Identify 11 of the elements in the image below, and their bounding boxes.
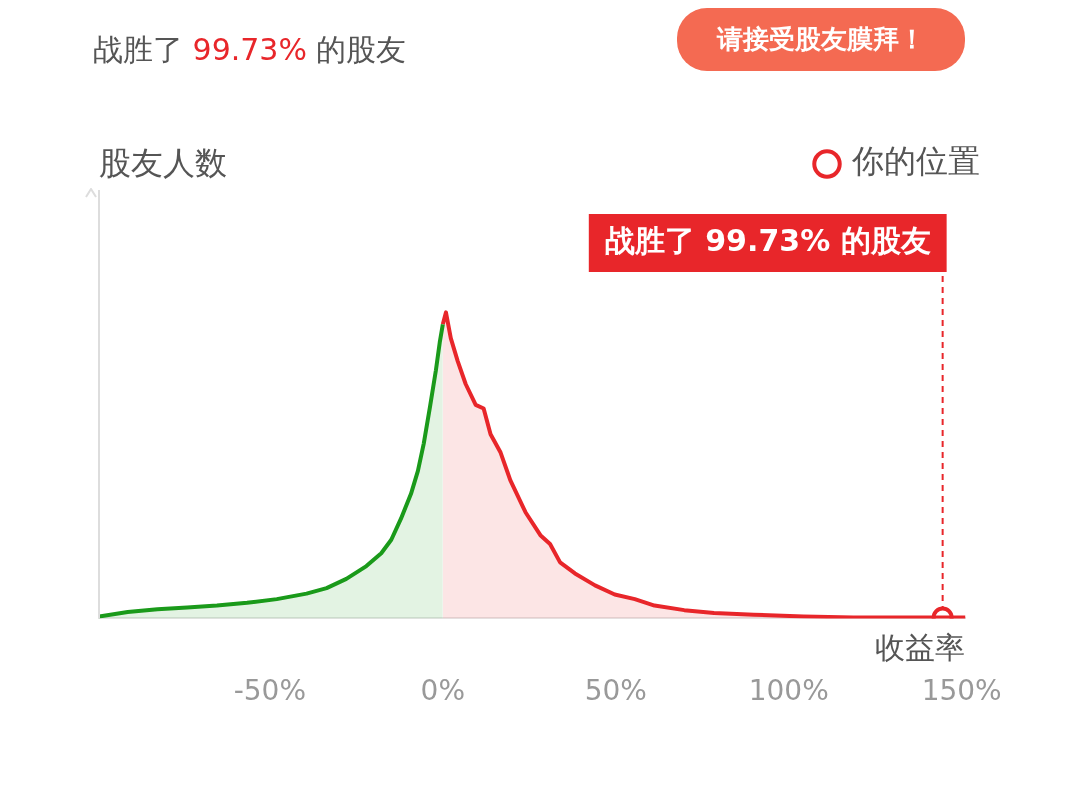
- x-axis-title: 收益率: [875, 630, 966, 666]
- x-tick-label: 150%: [921, 674, 1002, 708]
- x-tick-label: 50%: [584, 674, 647, 708]
- x-tick-label: -50%: [233, 674, 307, 708]
- chart-title: 战胜了 99.73% 的股友: [93, 31, 407, 69]
- legend-label: 你的位置: [851, 142, 980, 181]
- x-tick-label: 0%: [420, 674, 466, 708]
- x-tick-label: 100%: [748, 674, 829, 708]
- y-axis-title: 股友人数: [99, 144, 227, 182]
- text: 请接受股友膜拜！: [677, 8, 965, 71]
- ref-line-label: 战胜了 99.73% 的股友: [604, 222, 931, 258]
